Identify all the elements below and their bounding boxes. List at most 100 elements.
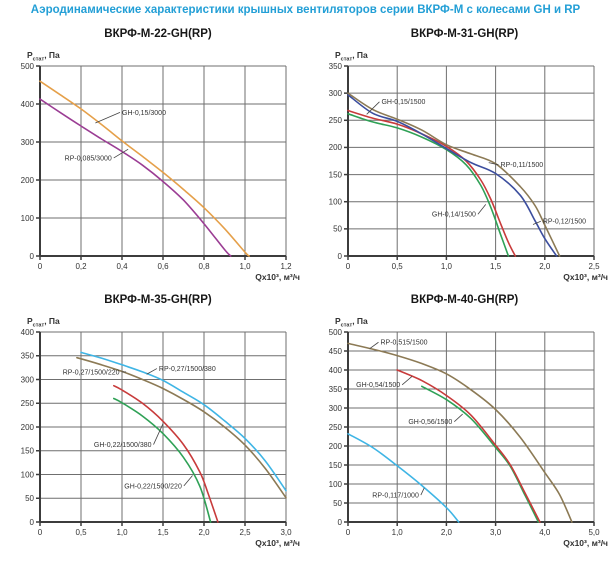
curve-label-GH-0,22/1500/380: GH-0,22/1500/380 xyxy=(94,442,152,449)
y-tick-label: 200 xyxy=(329,143,343,152)
curve-label-RP-0,085/3000: RP-0,085/3000 xyxy=(65,155,112,162)
curve-RP-0,11/1500 xyxy=(347,92,561,257)
x-tick-label: 0 xyxy=(346,262,351,271)
y-tick-label: 150 xyxy=(329,170,343,179)
curve-RP-0,27/1500/380 xyxy=(80,351,287,492)
x-tick-label: 5,0 xyxy=(588,528,600,537)
x-tick-label: 0,5 xyxy=(392,262,404,271)
y-tick-label: 50 xyxy=(25,494,34,503)
x-tick-label: 4,0 xyxy=(539,528,551,537)
y-tick-label: 50 xyxy=(333,499,342,508)
curve-GH-0,22/1500/380 xyxy=(113,384,219,523)
curve-GH-0,15/3000 xyxy=(39,80,250,257)
x-tick-label: 3,0 xyxy=(280,528,292,537)
x-axis-label: Qх10³, м³/ч xyxy=(255,538,300,548)
y-tick-label: 50 xyxy=(333,225,342,234)
chart-vkrf-m-40: 0 1,0 2,0 3,0 4,0 5,0 0 50 100 150 200 250 300 350 400… xyxy=(329,316,608,548)
x-tick-label: 0,2 xyxy=(75,262,87,271)
label-leader-GH-0,54/1500 xyxy=(401,376,413,386)
curve-RP-0,12/1500 xyxy=(347,94,558,257)
label-leader-GH-0,56/1500 xyxy=(454,413,463,422)
y-axis-label: Pстат, Па xyxy=(27,50,60,63)
y-tick-label: 200 xyxy=(329,442,343,451)
chart-vkrf-m-22: 0 0,2 0,4 0,6 0,8 1,0 1,2 0 100 200 300 400 500Pстат… xyxy=(21,50,300,282)
curve-label-GH-0,15/3000: GH-0,15/3000 xyxy=(122,110,166,117)
x-tick-label: 1,0 xyxy=(392,528,404,537)
y-tick-label: 400 xyxy=(21,100,35,109)
x-tick-label: 0 xyxy=(38,528,43,537)
label-leader-GH-0,14/1500 xyxy=(477,204,487,215)
curve-label-RP-0,27/1500/220: RP-0,27/1500/220 xyxy=(63,369,120,376)
curve-RP-0,085/3000 xyxy=(39,98,232,257)
x-axis-label: Qх10³, м³/ч xyxy=(563,538,608,548)
y-tick-label: 250 xyxy=(329,116,343,125)
x-tick-label: 0,8 xyxy=(198,262,210,271)
x-tick-label: 0 xyxy=(38,262,43,271)
label-leader-GH-0,15/3000 xyxy=(95,111,121,124)
y-tick-label: 250 xyxy=(21,399,35,408)
chart-panel-vkrf-m-31: ВКРФ-М-31-GH(RP) 0 0,5 1,0 1,5 2,0 2,5 0 50 100 1… xyxy=(318,28,611,282)
y-tick-label: 250 xyxy=(329,423,343,432)
label-leader-RP-0,27/1500/380 xyxy=(146,368,158,375)
x-tick-label: 2,5 xyxy=(239,528,251,537)
label-leader-GH-0,15/1500 xyxy=(366,101,380,115)
curve-label-RP-0,515/1500: RP-0,515/1500 xyxy=(380,340,427,347)
curve-label-GH-0,14/1500: GH-0,14/1500 xyxy=(432,212,476,219)
x-tick-label: 0,6 xyxy=(157,262,169,271)
label-leader-RP-0,11/1500 xyxy=(488,162,499,166)
chart-title-vkrf-m-40: ВКРФ-М-40-GH(RP) xyxy=(410,294,519,306)
label-leader-GH-0,22/1500/380 xyxy=(153,423,164,445)
chart-vkrf-m-31: 0 0,5 1,0 1,5 2,0 2,5 0 50 100 150 200 250 300 350Pст… xyxy=(329,50,608,282)
y-tick-label: 200 xyxy=(21,176,35,185)
y-axis-label: Pстат, Па xyxy=(27,316,60,329)
curve-RP-0,27/1500/220 xyxy=(76,356,287,499)
x-tick-label: 1,5 xyxy=(157,528,169,537)
y-tick-label: 350 xyxy=(21,352,35,361)
curve-label-GH-0,22/1500/220: GH-0,22/1500/220 xyxy=(124,483,182,490)
y-tick-label: 0 xyxy=(30,252,35,261)
y-tick-label: 500 xyxy=(329,328,343,337)
y-tick-label: 100 xyxy=(329,480,343,489)
x-tick-label: 2,0 xyxy=(539,262,551,271)
chart-panel-vkrf-m-22: ВКРФ-М-22-GH(RP) 0 0,2 0,4 0,6 0,8 1,0 1,2 0 100… xyxy=(10,28,306,282)
curve-RP-0,117/1000 xyxy=(347,433,460,523)
curve-label-GH-0,54/1500: GH-0,54/1500 xyxy=(356,382,400,389)
y-tick-label: 100 xyxy=(329,198,343,207)
y-tick-label: 500 xyxy=(21,62,35,71)
chart-panel-vkrf-m-35: ВКРФ-М-35-GH(RP) 0 0,5 1,0 1,5 2,0 2,5 3,0 0 50 1… xyxy=(10,294,306,548)
chart-title-vkrf-m-31: ВКРФ-М-31-GH(RP) xyxy=(410,28,519,40)
x-tick-label: 1,2 xyxy=(280,262,292,271)
x-tick-label: 1,0 xyxy=(116,528,128,537)
y-tick-label: 300 xyxy=(329,404,343,413)
label-leader-RP-0,085/3000 xyxy=(113,148,129,159)
x-tick-label: 1,0 xyxy=(239,262,251,271)
x-axis-label: Qх10³, м³/ч xyxy=(563,272,608,282)
x-tick-label: 2,5 xyxy=(588,262,600,271)
y-tick-label: 0 xyxy=(338,518,343,527)
curve-GH-0,22/1500/220 xyxy=(113,397,212,523)
curve-GH-0,14/1500 xyxy=(347,113,510,257)
y-tick-label: 300 xyxy=(329,89,343,98)
y-tick-label: 300 xyxy=(21,375,35,384)
y-tick-label: 400 xyxy=(329,366,343,375)
y-tick-label: 300 xyxy=(21,138,35,147)
label-leader-RP-0,12/1500 xyxy=(532,220,541,225)
curve-label-GH-0,56/1500: GH-0,56/1500 xyxy=(408,419,452,426)
curve-label-RP-0,12/1500: RP-0,12/1500 xyxy=(543,219,586,226)
y-tick-label: 150 xyxy=(21,447,35,456)
chart-vkrf-m-35: 0 0,5 1,0 1,5 2,0 2,5 3,0 0 50 100 150 200 250 300 350… xyxy=(21,316,300,548)
x-tick-label: 0,4 xyxy=(116,262,128,271)
y-axis-label: Pстат, Па xyxy=(335,50,368,63)
y-tick-label: 350 xyxy=(329,62,343,71)
x-tick-label: 3,0 xyxy=(490,528,502,537)
label-leader-RP-0,117/1000 xyxy=(420,487,425,496)
y-axis-label: Pстат, Па xyxy=(335,316,368,329)
chart-title-vkrf-m-35: ВКРФ-М-35-GH(RP) xyxy=(104,294,212,306)
label-leader-RP-0,515/1500 xyxy=(369,341,379,350)
page-title: Аэродинамические характеристики крышных … xyxy=(30,4,581,16)
curve-GH-0,15/1500 xyxy=(347,109,517,257)
curve-GH-0,56/1500 xyxy=(421,385,540,523)
y-tick-label: 100 xyxy=(21,470,35,479)
curve-label-GH-0,15/1500: GH-0,15/1500 xyxy=(381,99,425,106)
y-tick-label: 150 xyxy=(329,461,343,470)
